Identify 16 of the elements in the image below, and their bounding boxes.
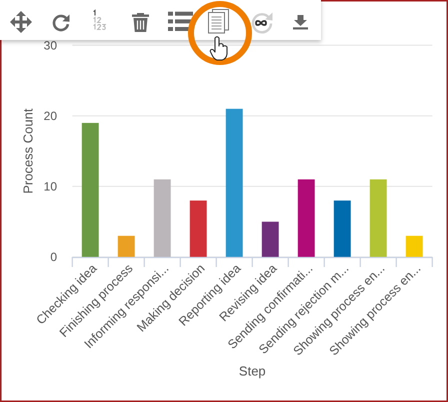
bar <box>406 236 423 257</box>
bar <box>370 179 387 257</box>
bar <box>226 108 243 257</box>
bar <box>190 200 207 257</box>
y-axis-title: Process Count <box>20 108 36 194</box>
x-axis-title: Step <box>238 364 266 379</box>
bar <box>154 179 171 257</box>
y-tick-label: 0 <box>50 250 58 264</box>
bar <box>298 179 315 257</box>
y-tick-label: 20 <box>44 109 58 124</box>
y-tick-label: 10 <box>44 180 58 194</box>
bar <box>82 122 99 257</box>
bar <box>334 200 351 257</box>
y-tick-label: 30 <box>44 38 58 52</box>
bar <box>118 236 135 257</box>
bar <box>262 222 279 257</box>
